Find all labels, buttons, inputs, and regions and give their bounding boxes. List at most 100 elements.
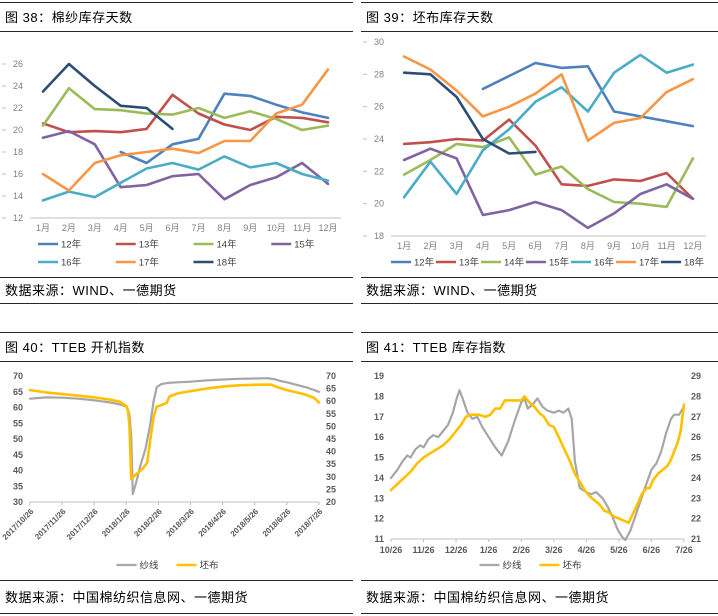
figure-row-bottom: 图 40：TTEB 开机指数 30 35 40 45 50 55 60 65 70 20 25 30 3… xyxy=(0,332,718,614)
svg-text:11月: 11月 xyxy=(657,241,675,251)
svg-text:18: 18 xyxy=(13,147,23,157)
svg-text:6月: 6月 xyxy=(166,223,180,233)
svg-text:12: 12 xyxy=(374,514,384,524)
series-line-纱线 xyxy=(389,389,686,542)
series-line-13年 xyxy=(41,93,330,134)
svg-text:15: 15 xyxy=(374,453,384,463)
right-axis-labels: 20 25 30 35 40 45 50 55 60 65 70 xyxy=(326,371,336,507)
y-axis-labels: 11 12 13 14 15 16 17 18 19 xyxy=(374,371,384,544)
svg-text:12/26: 12/26 xyxy=(445,545,468,555)
svg-text:35: 35 xyxy=(13,481,23,491)
x-axis-labels: 10/26 11/26 12/26 1/26 2/26 3/26 4/26 5/26 6/26 7… xyxy=(380,539,693,555)
svg-text:2月: 2月 xyxy=(423,241,437,251)
y-axis-labels: 30 35 40 45 50 55 60 65 70 xyxy=(13,371,23,507)
svg-text:4月: 4月 xyxy=(476,241,490,251)
svg-text:60: 60 xyxy=(326,396,336,406)
svg-text:2017/11/26: 2017/11/26 xyxy=(33,507,68,542)
series-line-18年 xyxy=(41,62,174,131)
legend-row: 12年 13年 14年 15年 16年 17年 18年 xyxy=(391,257,705,269)
tteb-inventory-index-canvas: 11 12 13 14 15 16 17 18 19 21 22 23 24 25 26 27 28 29 10/2… xyxy=(374,371,701,572)
svg-text:18: 18 xyxy=(374,391,384,401)
svg-text:50: 50 xyxy=(13,434,23,444)
figure-title-text: 图 39：坯布库存天数 xyxy=(366,10,494,25)
series-line-15年 xyxy=(41,129,330,201)
svg-text:25: 25 xyxy=(691,453,701,463)
svg-text:7月: 7月 xyxy=(191,223,205,233)
svg-text:50: 50 xyxy=(326,421,336,431)
svg-text:22: 22 xyxy=(13,103,23,113)
svg-text:11: 11 xyxy=(374,534,384,544)
svg-text:13: 13 xyxy=(374,493,384,503)
svg-text:35: 35 xyxy=(326,459,336,469)
svg-text:2018/5/26: 2018/5/26 xyxy=(229,507,261,539)
series-line-坯布 xyxy=(389,395,686,524)
series-line-16年 xyxy=(41,155,330,202)
svg-text:40: 40 xyxy=(13,466,23,476)
legend-row: 纱线 坯布 xyxy=(479,560,582,572)
series-line-17年 xyxy=(41,68,330,192)
figure-38-chart: 12 14 16 18 20 22 24 26 1月 2月 3月 4月 5月 6月 7月 8月 9月 10月 11月… xyxy=(0,32,353,277)
svg-text:19: 19 xyxy=(374,371,384,381)
legend-label-坯布: 坯布 xyxy=(200,560,219,572)
svg-text:24: 24 xyxy=(691,473,701,483)
svg-text:12: 12 xyxy=(13,213,23,223)
svg-text:5月: 5月 xyxy=(140,223,154,233)
svg-text:2017/12/26: 2017/12/26 xyxy=(65,507,100,542)
svg-text:16: 16 xyxy=(13,169,23,179)
svg-text:2018/6/26: 2018/6/26 xyxy=(261,507,293,539)
svg-text:4月: 4月 xyxy=(114,223,128,233)
figure-41-source: 数据来源：中国棉纺织信息网、一德期货 xyxy=(361,580,718,614)
svg-text:18: 18 xyxy=(374,231,384,241)
svg-text:10月: 10月 xyxy=(267,223,286,233)
legend-label-15年: 15年 xyxy=(549,257,570,269)
svg-text:22: 22 xyxy=(374,166,384,176)
figure-39-panel: 图 39：坯布库存天数 18 20 22 24 26 28 30 1月 2月 3月 4月 5月 6月 7月… xyxy=(361,2,718,304)
series-line-13年 xyxy=(402,118,695,201)
right-axis-labels: 21 22 23 24 25 26 27 28 29 xyxy=(691,371,701,544)
svg-text:30: 30 xyxy=(326,472,336,482)
svg-text:6月: 6月 xyxy=(528,241,542,251)
svg-text:55: 55 xyxy=(13,418,23,428)
series-line-17年 xyxy=(402,55,695,142)
legend-label-18年: 18年 xyxy=(684,257,705,269)
figure-40-source: 数据来源：中国棉纺织信息网、一德期货 xyxy=(0,580,353,614)
svg-text:9月: 9月 xyxy=(607,241,621,251)
svg-text:23: 23 xyxy=(691,493,701,503)
legend-label-纱线: 纱线 xyxy=(503,560,523,572)
svg-text:3/26: 3/26 xyxy=(545,545,563,555)
svg-text:8月: 8月 xyxy=(581,241,595,251)
grey-fabric-inventory-days-canvas: 18 20 22 24 26 28 30 1月 2月 3月 4月 5月 6月 7月 8月 9月 10月 11月 12… xyxy=(363,37,706,269)
svg-text:17: 17 xyxy=(374,412,384,422)
svg-text:2018/3/26: 2018/3/26 xyxy=(164,507,196,539)
svg-text:2018/4/26: 2018/4/26 xyxy=(197,507,229,539)
svg-text:65: 65 xyxy=(326,384,336,394)
svg-text:7/26: 7/26 xyxy=(675,545,693,555)
legend-label-17年: 17年 xyxy=(639,257,660,269)
x-axis-labels: 1月 2月 3月 4月 5月 6月 7月 8月 9月 10月 11月 12月 xyxy=(36,223,338,233)
series-line-坯布 xyxy=(28,383,321,481)
svg-text:1月: 1月 xyxy=(36,223,50,233)
y-axis-labels: 12 14 16 18 20 22 24 26 xyxy=(2,59,23,223)
svg-text:30: 30 xyxy=(374,37,384,47)
svg-text:26: 26 xyxy=(691,432,701,442)
svg-text:70: 70 xyxy=(326,371,336,381)
figure-41-panel: 图 41：TTEB 库存指数 11 12 13 14 15 16 17 18 19 21 22 23 2… xyxy=(361,332,718,614)
svg-text:10月: 10月 xyxy=(631,241,650,251)
svg-text:30: 30 xyxy=(13,497,23,507)
figure-title-text: 图 40：TTEB 开机指数 xyxy=(5,340,145,355)
svg-text:3月: 3月 xyxy=(88,223,102,233)
svg-text:12月: 12月 xyxy=(683,241,702,251)
series-line-12年 xyxy=(481,61,695,128)
svg-text:11月: 11月 xyxy=(293,223,311,233)
svg-text:5/26: 5/26 xyxy=(610,545,628,555)
legend-label-纱线: 纱线 xyxy=(140,560,160,572)
figure-41-title: 图 41：TTEB 库存指数 xyxy=(361,332,718,362)
svg-text:29: 29 xyxy=(691,371,701,381)
figure-38-panel: 图 38：棉纱库存天数 12 14 16 18 20 22 24 26 1月 2月 3月 4月 5月 6月… xyxy=(0,2,353,304)
svg-text:26: 26 xyxy=(13,59,23,69)
svg-text:14: 14 xyxy=(13,191,23,201)
series-line-15年 xyxy=(402,147,695,230)
svg-text:25: 25 xyxy=(326,484,336,494)
svg-text:40: 40 xyxy=(326,447,336,457)
